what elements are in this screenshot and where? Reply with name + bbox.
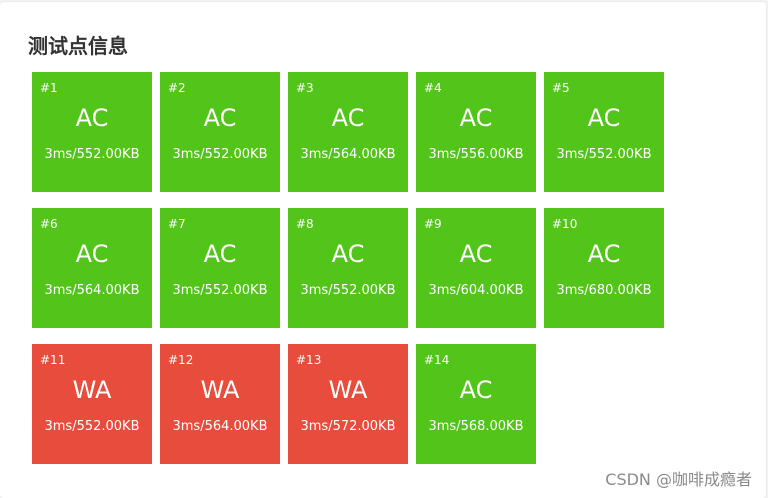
- test-case-stats: 3ms/552.00KB: [44, 147, 140, 162]
- test-case-number: #2: [168, 81, 186, 95]
- test-case-status: AC: [75, 104, 109, 132]
- test-case-11[interactable]: #11 WA 3ms/552.00KB: [32, 344, 152, 464]
- test-case-stats: 3ms/564.00KB: [172, 419, 268, 434]
- test-case-2[interactable]: #2 AC 3ms/552.00KB: [160, 72, 280, 192]
- test-case-3[interactable]: #3 AC 3ms/564.00KB: [288, 72, 408, 192]
- test-case-number: #12: [168, 353, 194, 367]
- test-case-number: #10: [552, 217, 578, 231]
- panel-title: 测试点信息: [28, 34, 128, 58]
- test-case-status: AC: [75, 240, 109, 268]
- test-case-stats: 3ms/552.00KB: [556, 147, 652, 162]
- test-case-number: #8: [296, 217, 314, 231]
- test-case-status: WA: [328, 376, 368, 404]
- test-case-stats: 3ms/572.00KB: [300, 419, 396, 434]
- test-case-number: #1: [40, 81, 58, 95]
- test-case-9[interactable]: #9 AC 3ms/604.00KB: [416, 208, 536, 328]
- test-case-4[interactable]: #4 AC 3ms/556.00KB: [416, 72, 536, 192]
- test-case-7[interactable]: #7 AC 3ms/552.00KB: [160, 208, 280, 328]
- test-case-stats: 3ms/680.00KB: [556, 283, 652, 298]
- test-case-10[interactable]: #10 AC 3ms/680.00KB: [544, 208, 664, 328]
- test-case-14[interactable]: #14 AC 3ms/568.00KB: [416, 344, 536, 464]
- test-case-stats: 3ms/564.00KB: [300, 147, 396, 162]
- test-case-status: AC: [459, 240, 493, 268]
- test-case-number: #3: [296, 81, 314, 95]
- test-case-5[interactable]: #5 AC 3ms/552.00KB: [544, 72, 664, 192]
- test-case-number: #7: [168, 217, 186, 231]
- test-case-1[interactable]: #1 AC 3ms/552.00KB: [32, 72, 152, 192]
- test-case-stats: 3ms/568.00KB: [428, 419, 524, 434]
- test-case-status: AC: [331, 104, 365, 132]
- test-case-13[interactable]: #13 WA 3ms/572.00KB: [288, 344, 408, 464]
- test-case-number: #11: [40, 353, 66, 367]
- test-case-status: WA: [72, 376, 112, 404]
- test-case-number: #4: [424, 81, 442, 95]
- test-case-stats: 3ms/556.00KB: [428, 147, 524, 162]
- test-case-status: AC: [587, 240, 621, 268]
- test-case-number: #14: [424, 353, 450, 367]
- test-case-6[interactable]: #6 AC 3ms/564.00KB: [32, 208, 152, 328]
- test-case-stats: 3ms/604.00KB: [428, 283, 524, 298]
- test-case-stats: 3ms/552.00KB: [44, 419, 140, 434]
- test-case-8[interactable]: #8 AC 3ms/552.00KB: [288, 208, 408, 328]
- test-case-status: AC: [459, 376, 493, 404]
- test-case-12[interactable]: #12 WA 3ms/564.00KB: [160, 344, 280, 464]
- test-case-status: AC: [459, 104, 493, 132]
- test-case-number: #13: [296, 353, 322, 367]
- watermark-text: CSDN @咖啡成瘾者: [605, 470, 752, 489]
- test-case-number: #9: [424, 217, 442, 231]
- test-case-status: AC: [587, 104, 621, 132]
- test-case-number: #5: [552, 81, 570, 95]
- test-case-status: AC: [203, 240, 237, 268]
- test-case-number: #6: [40, 217, 58, 231]
- test-case-status: WA: [200, 376, 240, 404]
- test-case-stats: 3ms/552.00KB: [300, 283, 396, 298]
- test-case-stats: 3ms/564.00KB: [44, 283, 140, 298]
- test-case-stats: 3ms/552.00KB: [172, 147, 268, 162]
- test-case-status: AC: [331, 240, 365, 268]
- test-case-status: AC: [203, 104, 237, 132]
- test-case-stats: 3ms/552.00KB: [172, 283, 268, 298]
